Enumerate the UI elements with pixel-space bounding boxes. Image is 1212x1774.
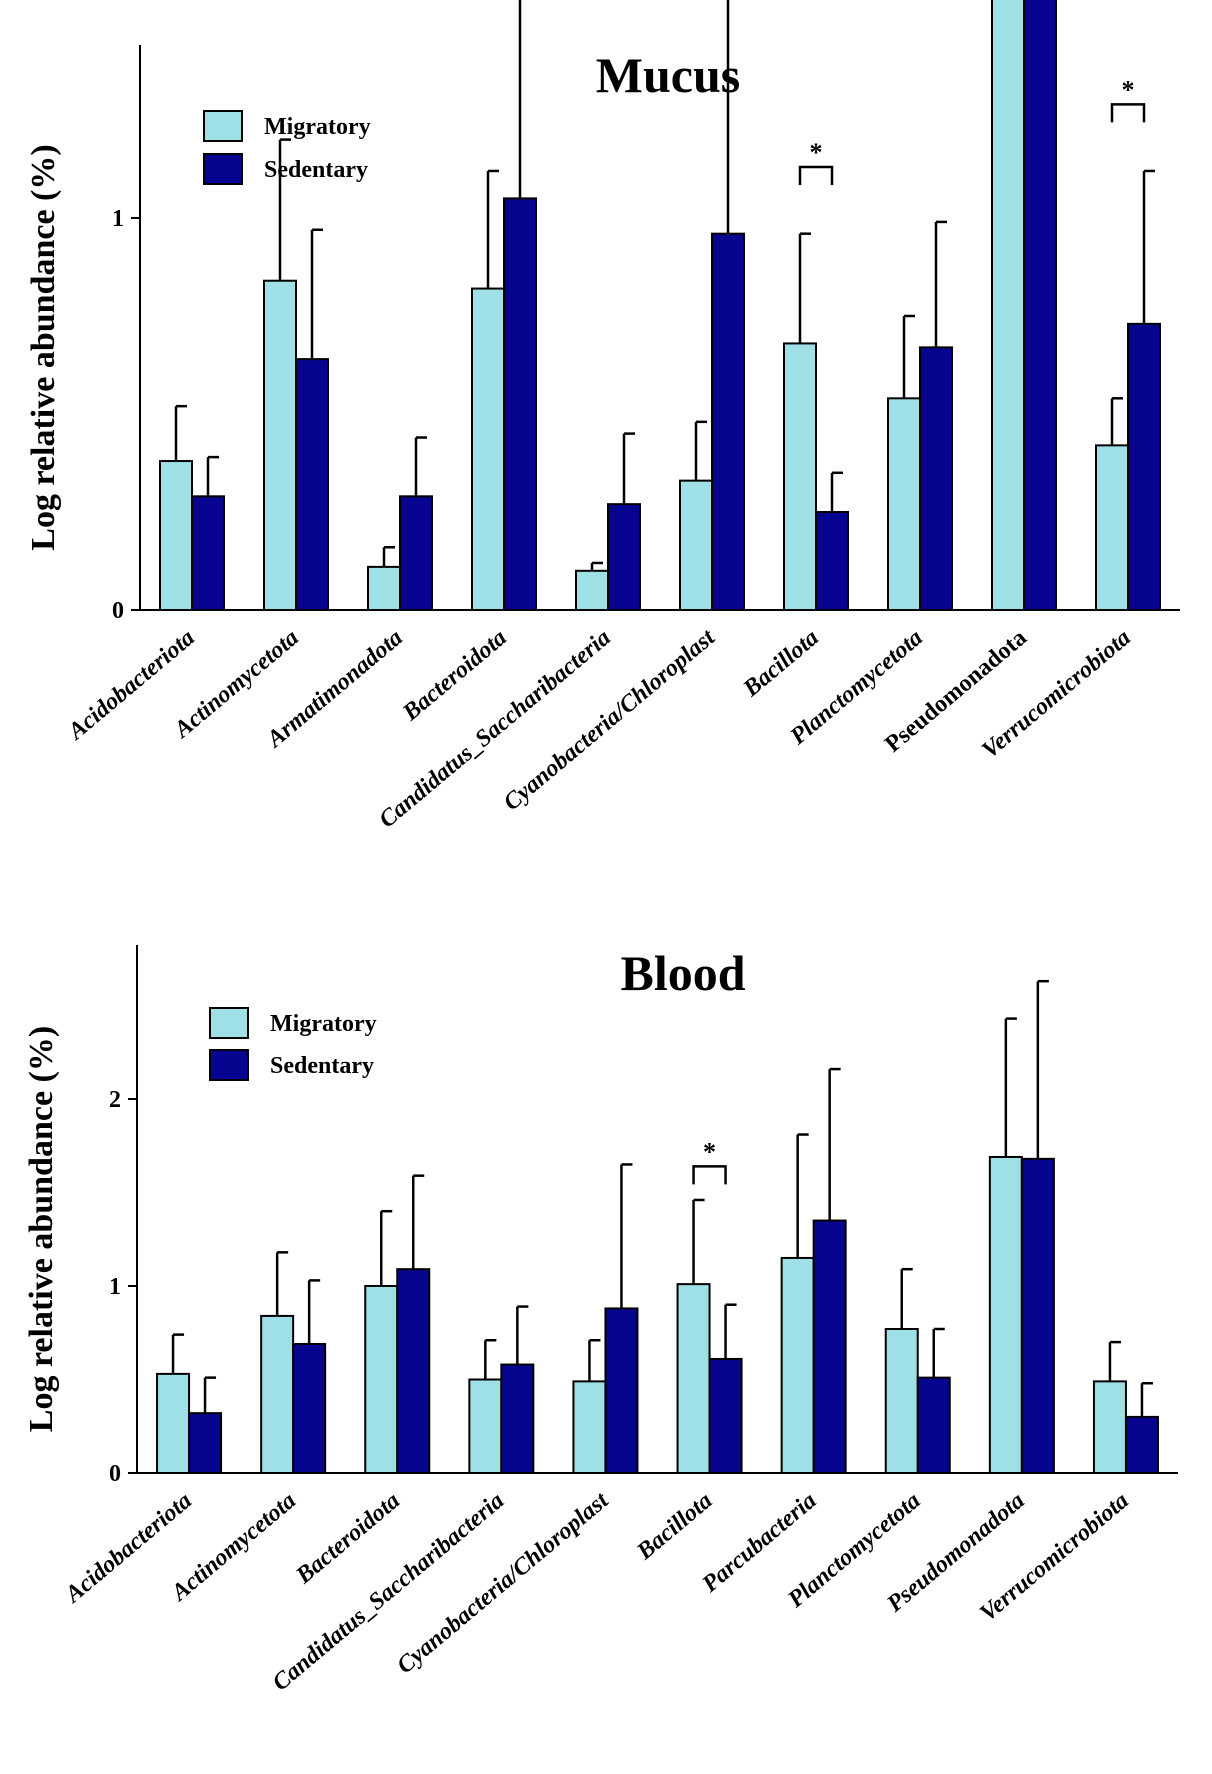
category-label-bacillota: Bacillota [631,1488,717,1566]
significance-star: * [1122,75,1135,104]
legend-swatch-migratory [203,110,243,142]
legend-label-sedentary: Sedentary [264,157,368,183]
bar-sedentary-candidatus-saccharibacteria [607,503,641,611]
legend: Migratory Sedentary [209,1007,377,1081]
bar-migratory-pseudomonadota [988,1155,1023,1474]
mucus-chart: 012MucusLog relative abundance (%)Migrat… [25,0,1180,833]
legend: Migratory Sedentary [203,110,371,185]
bar-sedentary-pseudomonadota [1020,1157,1055,1474]
bar-sedentary-bacteroidota [396,1268,431,1475]
bar-migratory-cyanobacteria-chloroplast [572,1380,607,1474]
bar-migratory-candidatus-saccharibacteria [468,1378,503,1474]
bar-sedentary-armatimonadota [399,495,433,612]
significance-bracket [798,165,834,186]
chart-title: Blood [620,945,745,1001]
bar-migratory-verrucomicrobiota [1092,1380,1127,1474]
bar-migratory-verrucomicrobiota [1095,444,1129,611]
bar-migratory-pseudomonadota [991,0,1025,611]
y-tick-label: 1 [109,1274,121,1300]
bar-sedentary-pseudomonadota [1023,0,1057,611]
y-tick-label: 1 [112,206,124,232]
category-label-bacillota: Bacillota [738,625,824,703]
legend-label-migratory: Migratory [270,1011,377,1037]
y-tick-label: 2 [109,1087,121,1113]
bar-migratory-actinomycetota [263,279,297,611]
significance-bracket [692,1165,727,1185]
y-axis-label: Log relative abundance (%) [25,144,62,550]
bar-sedentary-planctomycetota [919,346,953,611]
legend-swatch-sedentary [203,153,243,185]
bar-migratory-acidobacteriota [159,460,193,612]
bar-sedentary-cyanobacteria-chloroplast [604,1307,639,1474]
bar-migratory-actinomycetota [260,1314,295,1475]
bar-sedentary-actinomycetota [292,1342,327,1474]
y-tick-label: 0 [112,598,124,624]
bar-migratory-planctomycetota [884,1328,919,1475]
category-label-cyanobacteria-chloroplast: Cyanobacteria/Chloroplast [392,1487,614,1679]
bar-sedentary-acidobacteriota [188,1412,223,1475]
bar-migratory-planctomycetota [887,397,921,611]
bar-migratory-bacteroidota [471,287,505,611]
bar-migratory-acidobacteriota [156,1372,191,1475]
bar-migratory-bacillota [783,342,817,611]
bar-sedentary-cyanobacteria-chloroplast [711,232,745,611]
bar-migratory-candidatus-saccharibacteria [575,569,609,611]
category-label-cyanobacteria-chloroplast: Cyanobacteria/Chloroplast [499,624,721,816]
legend-swatch-migratory [209,1007,249,1039]
bar-migratory-armatimonadota [367,565,401,612]
bar-sedentary-acidobacteriota [191,495,225,612]
chart-title: Mucus [596,47,740,103]
significance-bracket [1110,103,1146,123]
bar-sedentary-parcubacteria [812,1219,847,1475]
bar-migratory-parcubacteria [780,1256,815,1474]
significance-star: * [703,1137,716,1166]
significance-star: * [810,138,823,167]
bar-sedentary-candidatus-saccharibacteria [500,1363,535,1475]
legend-label-sedentary: Sedentary [270,1053,374,1079]
bar-migratory-bacteroidota [364,1285,399,1474]
legend-label-migratory: Migratory [264,114,371,140]
bar-migratory-bacillota [676,1283,711,1474]
bar-sedentary-verrucomicrobiota [1124,1415,1159,1475]
bar-sedentary-bacillota [708,1357,743,1475]
bar-sedentary-bacillota [815,511,849,611]
legend-swatch-sedentary [209,1049,249,1081]
bar-sedentary-verrucomicrobiota [1127,322,1161,611]
y-axis-label: Log relative abundance (%) [23,1026,60,1432]
bar-sedentary-actinomycetota [295,358,329,611]
blood-chart: 0 1 2 Blood Log relative abundance (%) Migrat… [23,945,1178,1696]
bar-migratory-cyanobacteria-chloroplast [679,479,713,612]
bar-sedentary-planctomycetota [916,1376,951,1475]
y-tick-label: 0 [109,1461,121,1487]
bar-sedentary-bacteroidota [503,197,537,611]
